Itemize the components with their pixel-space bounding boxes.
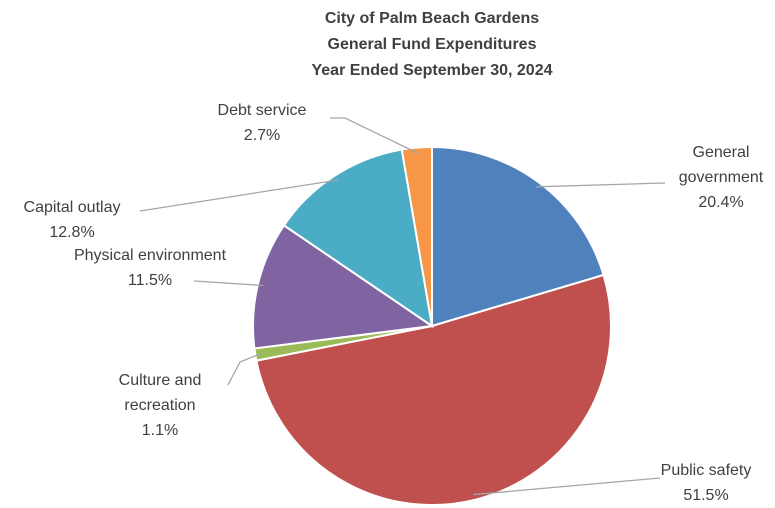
chart-title: City of Palm Beach Gardens [324,10,540,27]
chart-title: General Fund Expenditures [327,36,537,53]
chart-title: Year Ended September 30, 2024 [311,62,553,79]
pie-slice [255,273,612,507]
slice-value-label: 11.5% [127,272,173,289]
slice-value-label: 12.8% [49,224,95,241]
slice-label: Debt service [217,102,307,119]
slice-label: Physical environment [73,247,227,264]
slice-value-label: 2.7% [243,127,281,144]
pie-slice [252,223,435,350]
pie-slice [282,148,434,329]
pie-slice [400,145,433,327]
slice-value-label: 1.1% [141,422,179,439]
leader-line [139,179,339,212]
slice-value-label: 51.5% [683,487,729,504]
leader-line [193,280,264,287]
slice-label: Culture and recreation [118,372,202,414]
slice-label: Public safety [660,462,752,479]
slice-label: General government [678,144,764,186]
leader-line [227,353,261,386]
leader-line [330,117,418,154]
pie-slice [431,145,605,328]
slice-value-label: 20.4% [698,194,744,211]
slice-label: Capital outlay [23,199,121,216]
leader-line [473,477,661,496]
leader-line [535,182,666,188]
